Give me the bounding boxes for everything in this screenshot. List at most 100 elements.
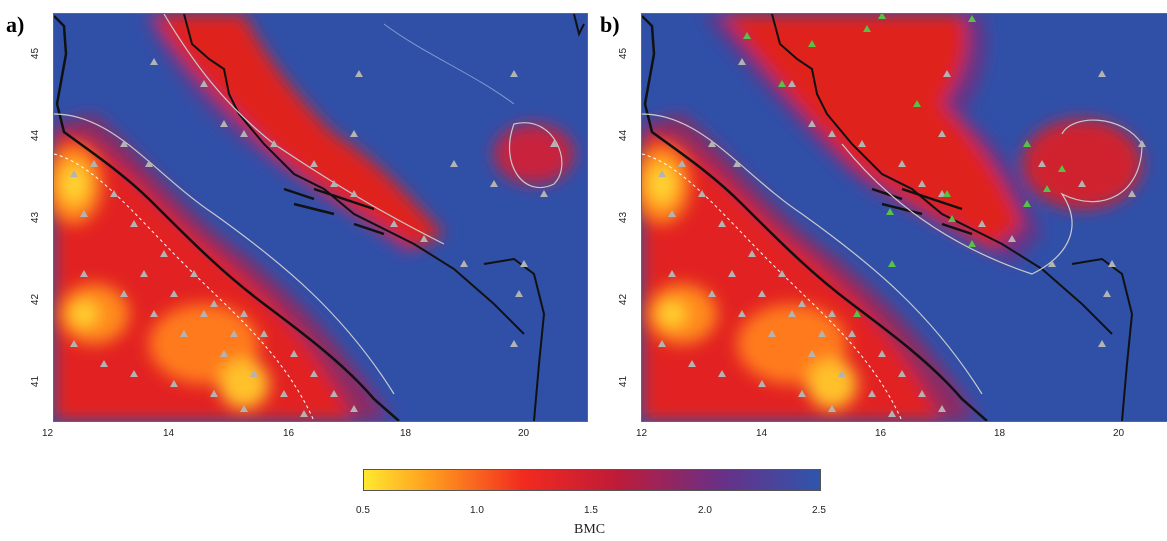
heatmap-a [54, 14, 587, 421]
station-marker-new [863, 25, 871, 32]
station-marker [90, 160, 98, 167]
legend-tick-2.5: 2.5 [812, 505, 826, 516]
station-marker-new [968, 240, 976, 247]
station-marker [280, 390, 288, 397]
y-tick-b-42: 42 [618, 293, 630, 306]
station-marker-new [913, 100, 921, 107]
station-marker [678, 160, 686, 167]
station-marker [668, 270, 676, 277]
legend-tick-2.0: 2.0 [698, 505, 712, 516]
station-marker [290, 350, 298, 357]
station-marker [310, 160, 318, 167]
station-marker [150, 58, 158, 65]
station-marker [938, 130, 946, 137]
station-marker [110, 190, 118, 197]
station-marker [170, 380, 178, 387]
station-marker-new [1023, 140, 1031, 147]
station-marker [1128, 190, 1136, 197]
station-marker [838, 370, 846, 377]
station-marker [878, 350, 886, 357]
x-tick-a-12: 12 [42, 428, 54, 439]
station-marker [200, 310, 208, 317]
station-marker [758, 380, 766, 387]
station-marker [698, 190, 706, 197]
station-marker [888, 410, 896, 417]
x-tick-b-18: 18 [994, 428, 1006, 439]
station-marker [310, 370, 318, 377]
station-marker [200, 80, 208, 87]
y-tick-b-41: 41 [618, 375, 630, 388]
station-marker [738, 58, 746, 65]
station-marker [140, 270, 148, 277]
station-marker [1138, 140, 1146, 147]
panel-b-label: b) [600, 12, 620, 37]
legend-tick-1.0: 1.0 [470, 505, 484, 516]
station-marker [70, 340, 78, 347]
station-marker-new [1058, 165, 1066, 172]
station-marker-new [943, 190, 951, 197]
station-marker [350, 130, 358, 137]
station-marker [728, 270, 736, 277]
station-marker [120, 290, 128, 297]
station-marker-new [968, 15, 976, 22]
legend-title: BMC [574, 522, 606, 537]
station-marker [250, 370, 258, 377]
map-panel-a [53, 13, 588, 422]
station-marker [220, 120, 228, 127]
station-marker [818, 330, 826, 337]
station-marker [1038, 160, 1046, 167]
station-marker [145, 160, 153, 167]
station-marker [270, 140, 278, 147]
station-marker-new [948, 215, 956, 222]
station-marker [330, 390, 338, 397]
station-marker [240, 130, 248, 137]
station-marker [550, 140, 558, 147]
station-marker [1008, 235, 1016, 242]
station-marker-new [878, 14, 886, 19]
station-marker [788, 80, 796, 87]
station-marker [898, 370, 906, 377]
station-marker [738, 310, 746, 317]
y-tick-a-43: 43 [30, 211, 42, 224]
station-marker [230, 330, 238, 337]
station-marker [688, 360, 696, 367]
station-marker [778, 270, 786, 277]
station-marker [210, 300, 218, 307]
station-marker [130, 220, 138, 227]
station-marker [1048, 260, 1056, 267]
station-marker [390, 220, 398, 227]
station-marker [918, 180, 926, 187]
station-marker-new [808, 40, 816, 47]
y-tick-b-43: 43 [618, 211, 630, 224]
legend-tick-1.5: 1.5 [584, 505, 598, 516]
station-marker [210, 390, 218, 397]
panel-a-label: a) [6, 12, 25, 37]
station-marker [978, 220, 986, 227]
station-marker [160, 250, 168, 257]
station-marker [80, 270, 88, 277]
station-marker [918, 390, 926, 397]
station-marker [898, 160, 906, 167]
legend-tick-0.5: 0.5 [356, 505, 370, 516]
station-marker [510, 70, 518, 77]
map-panel-b [641, 13, 1167, 422]
station-marker [828, 130, 836, 137]
station-marker [330, 180, 338, 187]
station-marker [868, 390, 876, 397]
x-tick-b-20: 20 [1113, 428, 1125, 439]
colorbar [363, 469, 821, 491]
station-marker [718, 220, 726, 227]
station-marker [300, 410, 308, 417]
station-marker [798, 300, 806, 307]
station-marker [100, 360, 108, 367]
station-marker [733, 160, 741, 167]
y-tick-b-44: 44 [618, 129, 630, 142]
station-marker [515, 290, 523, 297]
station-marker [510, 340, 518, 347]
station-marker [658, 340, 666, 347]
y-tick-a-42: 42 [30, 293, 42, 306]
x-tick-a-20: 20 [518, 428, 530, 439]
y-tick-a-44: 44 [30, 129, 42, 142]
station-marker [350, 190, 358, 197]
station-marker [668, 210, 676, 217]
